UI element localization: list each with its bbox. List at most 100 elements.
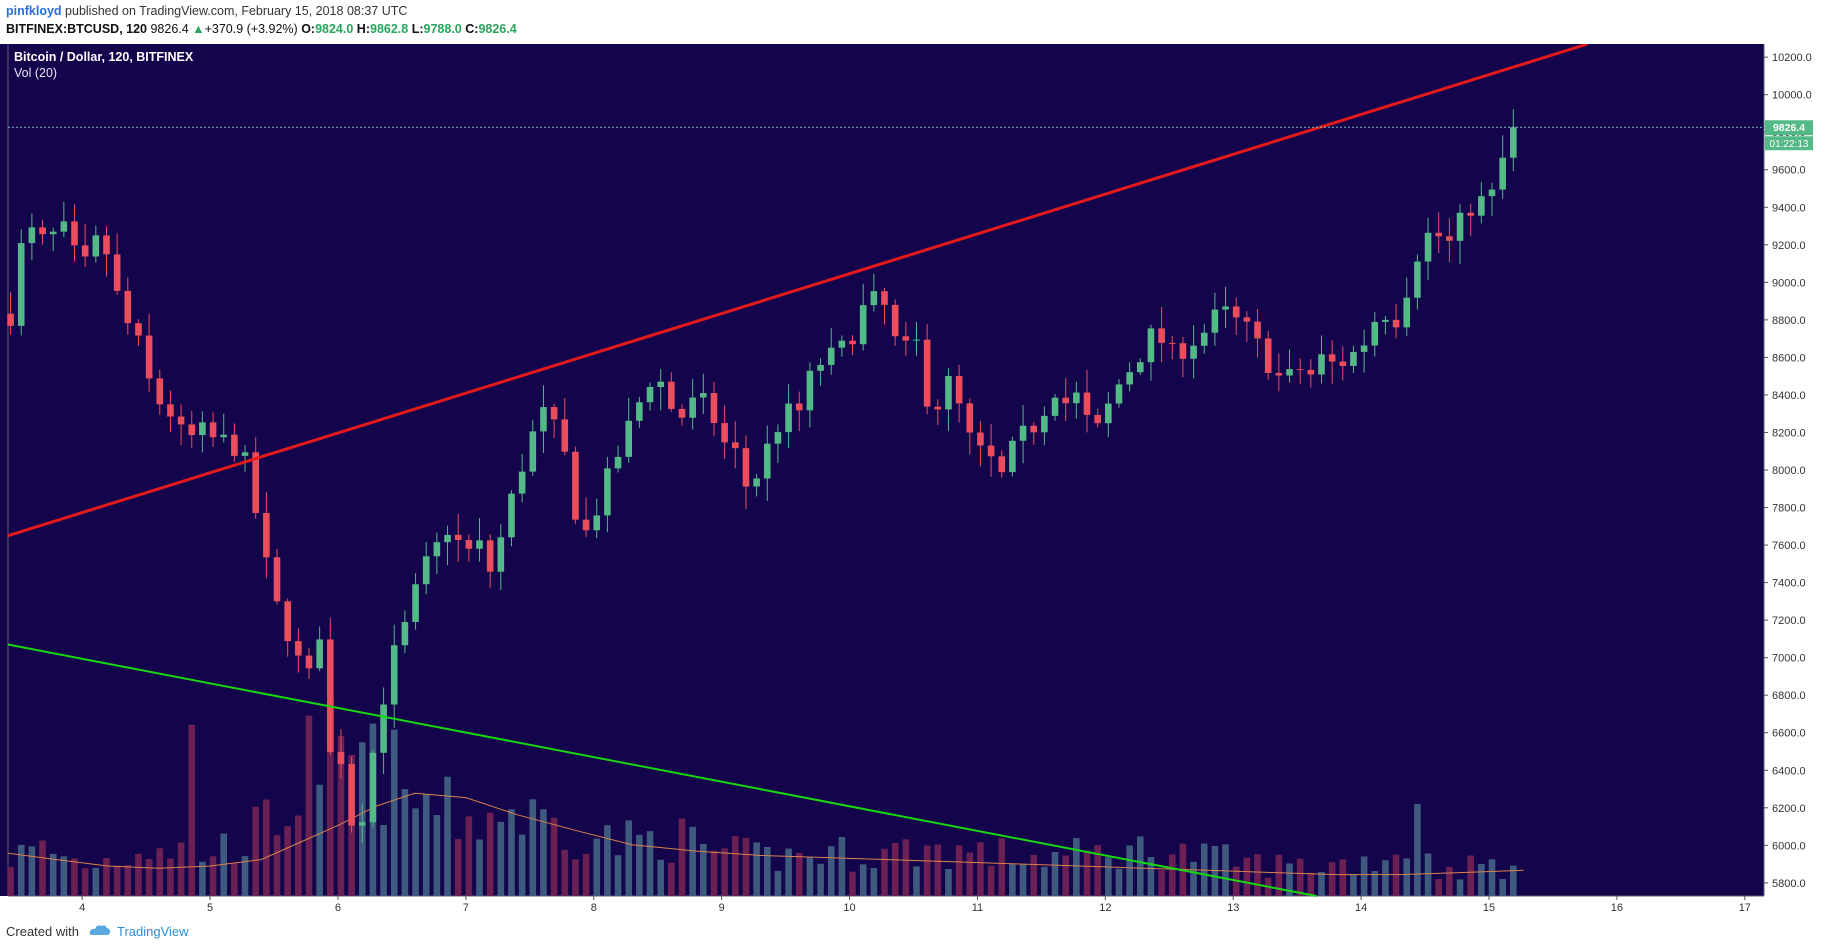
time-tick-label: 13 [1227,902,1239,914]
candle-body [241,452,249,456]
chart-legend-title: Bitcoin / Dollar, 120, BITFINEX [14,50,194,64]
time-tick-label: 8 [591,902,597,914]
tradingview-link[interactable]: TradingView [116,924,189,939]
candle-body [1019,425,1027,441]
price-chart[interactable]: 5800.0 6000.0 6200.0 6400.0 6600.0 6800.0 7000… [0,42,1822,914]
candle-body [774,432,782,444]
author-link[interactable]: pinfkloyd [6,4,62,18]
volume-bar [891,842,899,896]
candle-body [795,403,803,411]
candle-body [1147,328,1155,363]
volume-bar [305,715,313,896]
price-tick-label: 7200.0 [1772,615,1806,627]
candle-body [710,393,718,424]
volume-bar [518,834,526,896]
price-tick-label: 7800.0 [1772,503,1806,515]
candle-body [881,291,888,305]
bar-countdown-tag [1765,136,1813,151]
price-tick-label: 9400.0 [1772,202,1806,214]
candle-body [700,393,707,398]
price-axis-background [1764,44,1822,914]
volume-bar [60,856,68,896]
candle-body [305,655,313,669]
volume-bar [337,735,345,896]
volume-bar [17,844,25,896]
price-tick-label: 6800.0 [1772,690,1806,702]
symbol-label: BITFINEX:BTCUSD, 120 [6,22,147,36]
candle-body [1115,384,1123,404]
candle-body [1488,189,1496,197]
candle-body [71,221,78,246]
candle-body [1094,414,1101,424]
volume-bar [1456,879,1464,896]
candle-body [785,403,792,433]
candle-body [1168,342,1176,344]
candle-body [827,347,835,365]
volume-bar [1424,853,1432,896]
resistance-trendline[interactable] [7,42,1588,538]
candle-body [433,542,441,557]
volume-bar [593,838,601,896]
volume-bar [614,855,622,896]
volume-bar [785,848,792,896]
volume-bar [1062,855,1069,896]
candle-body [923,339,931,407]
candle-body [721,423,728,443]
volume-bar [1168,854,1176,896]
candle-body [60,221,68,232]
candle-body [1446,236,1453,241]
volume-bar [1275,854,1283,896]
volume-bar [604,825,611,896]
candle-body [934,406,942,410]
candle-body [1328,354,1336,362]
volume-bar [1243,857,1251,896]
time-tick-label: 7 [463,902,469,914]
price-axis[interactable]: 5800.0 6000.0 6200.0 6400.0 6600.0 6800.0 7000… [1764,52,1812,890]
volume-bar [1446,866,1453,896]
candle-body [220,434,228,438]
candle-body [454,534,462,540]
volume-bar [987,865,995,896]
volume-bar [1009,864,1016,896]
candle-body [508,493,515,538]
volume-bar [753,842,760,896]
volume-bar [1403,858,1411,896]
price-tick-label: 6000.0 [1772,840,1806,852]
volume-bar [295,815,302,896]
volume-bar [444,776,451,896]
volume-bar [913,866,920,896]
candle-body [678,408,686,418]
support-trendline[interactable] [7,643,1317,897]
volume-bar [817,863,824,896]
candle-body [870,291,878,306]
volume-bar [1296,858,1304,896]
volume-bar [582,853,590,896]
volume-bar [1222,844,1229,896]
open-label: O: [301,22,316,36]
volume-bar [1019,864,1027,896]
volume-bar [1094,845,1101,896]
time-tick-label: 16 [1611,902,1623,914]
candle-body [49,231,57,235]
candle-body [1414,261,1421,298]
candle-body [593,515,601,531]
time-axis[interactable]: 4 5 6 7 8 9 10 11 12 13 14 15 16 17 [79,896,1751,914]
candle-body [1499,157,1506,190]
candle-body [1190,345,1197,359]
candle-body [1041,415,1048,433]
volume-bar [486,812,494,896]
volume-bar [561,849,569,896]
volume-bar [39,840,46,896]
candle-body [145,335,153,379]
volume-bar [199,861,206,896]
bar-countdown-value: 01:22:13 [1770,139,1809,150]
candle-body [1296,369,1304,371]
candle-body [1179,343,1187,359]
chart-area[interactable]: 5800.0 6000.0 6200.0 6400.0 6600.0 6800.0 7000… [0,42,1822,914]
close-value: 9826.4 [478,22,517,36]
candle-body [316,639,323,669]
volume-bar [827,846,835,896]
open-value: 9824.0 [315,22,354,36]
volume-bar [977,842,984,896]
volume-bar [1041,866,1048,896]
